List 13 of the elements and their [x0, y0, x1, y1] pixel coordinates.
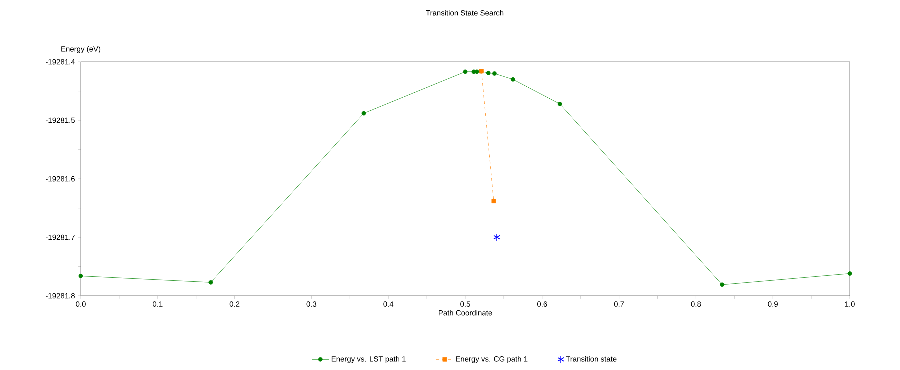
- point: [558, 102, 562, 106]
- point: [848, 272, 852, 276]
- point: [362, 111, 366, 116]
- point: [492, 72, 497, 76]
- point: [486, 70, 491, 76]
- point: [78, 274, 84, 278]
- point: [510, 77, 516, 82]
- point: [463, 70, 468, 74]
- point: [474, 70, 480, 74]
- point: [492, 199, 496, 204]
- point: [494, 234, 500, 242]
- point: [208, 280, 214, 285]
- point: [720, 282, 725, 288]
